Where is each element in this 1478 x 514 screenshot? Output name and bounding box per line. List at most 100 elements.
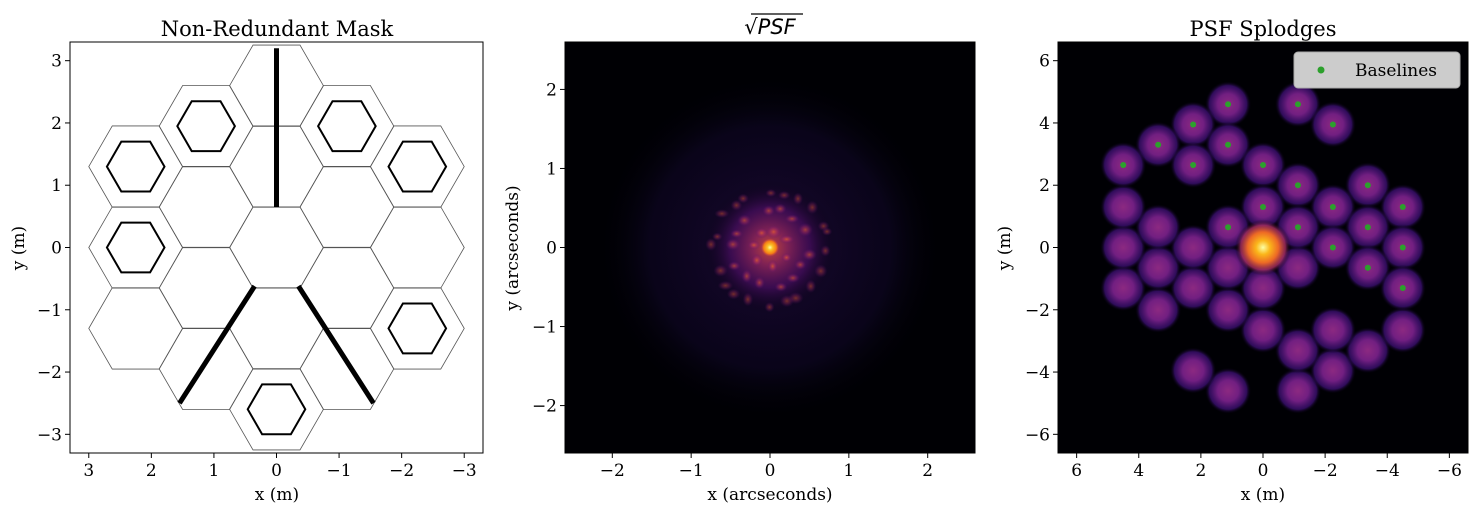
baseline-point [1155, 141, 1162, 148]
baseline-point [1329, 121, 1336, 128]
psf-speckle [727, 261, 741, 271]
mask-hole-hexagon [105, 140, 166, 193]
mask-hole-hexagon [105, 221, 166, 274]
splodge-mirror [1099, 224, 1147, 271]
splodge-x-tick-label: −2 [1313, 461, 1338, 481]
psf-speckle [820, 244, 831, 257]
psf-speckle [792, 192, 803, 205]
legend-marker [1317, 66, 1325, 74]
psf-speckle [802, 248, 817, 261]
splodge-mirror [1204, 286, 1252, 334]
psf-central-peak [761, 238, 779, 257]
psf-speckle [794, 259, 807, 270]
splodge-mirror [1274, 326, 1322, 374]
splodge-x-tick-label: 2 [1195, 461, 1206, 481]
psf-x-tick-label: 2 [922, 461, 933, 481]
baseline-point [1260, 204, 1266, 211]
mask-spider-strut [177, 284, 257, 405]
mask-hole-hexagon [387, 302, 448, 355]
splodge-x-tick-label: 4 [1133, 461, 1144, 481]
psf-speckle [742, 292, 754, 307]
baseline-point [1329, 244, 1336, 251]
psf-y-label: y (arcseconds) [503, 185, 523, 311]
psf-title: √PSF [744, 15, 796, 39]
splodge-mirror [1134, 203, 1182, 251]
mask-spider-strut [296, 284, 376, 405]
baseline-point [1364, 224, 1371, 231]
splodge-mirror [1309, 347, 1357, 394]
splodge-mirror [1239, 264, 1287, 312]
splodge-mirror [1169, 224, 1217, 271]
psf-speckle [778, 234, 795, 244]
psf-speckle [726, 288, 741, 300]
splodge-mirror [1344, 326, 1392, 374]
mask-x-tick-label: −3 [452, 461, 477, 481]
baseline-point [1190, 161, 1197, 168]
mask-x-tick-label: −1 [327, 461, 352, 481]
splodge-mirror [1134, 286, 1182, 334]
mask-y-tick-label: 0 [51, 239, 62, 259]
psf-speckle [773, 203, 787, 215]
mask-panel: Non-Redundant Mask 3 2 1 0 −1 −2 −3 −3−2−10123… [9, 17, 484, 505]
psf-speckle [737, 214, 752, 227]
splodge-mirror [1274, 367, 1322, 415]
splodge-y-tick-label: −6 [1025, 425, 1050, 445]
splodge-y-tick-label: 2 [1039, 176, 1050, 196]
psf-title-radical: √ [744, 15, 758, 39]
psf-speckle [750, 253, 763, 267]
psf-speckle [714, 209, 730, 219]
splodge-panel: PSF Splodges 6 4 2 0 −2 −4 −6 −6 −4 −2 0 2 4 6 x (m)… [995, 17, 1469, 505]
psf-y-tick-label: 2 [546, 80, 557, 100]
mask-y-tick-label: 2 [51, 114, 62, 134]
baseline-point [1225, 224, 1232, 231]
splodge-mirror [1099, 183, 1147, 231]
mask-y-label: y (m) [9, 226, 29, 271]
mask-y-tick-label: 3 [51, 52, 62, 72]
psf-y-ticks: −2 −1 0 1 2 [532, 80, 565, 417]
baseline-point [1294, 224, 1301, 231]
splodge-y-ticks: −6 −4 −2 0 2 4 6 [1025, 52, 1058, 445]
psf-speckle [788, 292, 804, 305]
splodge-mirror [1239, 306, 1287, 354]
psf-speckle [797, 222, 813, 237]
mask-segment-hexagon [369, 287, 465, 370]
splodge-x-tick-label: 0 [1258, 461, 1269, 481]
splodge-y-tick-label: 0 [1039, 239, 1050, 259]
mask-x-tick-label: 3 [83, 461, 94, 481]
psf-speckle [713, 264, 728, 277]
mask-x-tick-label: −2 [389, 461, 414, 481]
baseline-point [1399, 244, 1406, 251]
baseline-point [1120, 161, 1127, 168]
baseline-point [1294, 182, 1301, 189]
psf-speckle [730, 229, 743, 238]
psf-image [596, 74, 944, 421]
psf-speckle [747, 240, 761, 250]
mask-y-tick-label: 1 [51, 176, 62, 196]
psf-y-tick-label: 1 [546, 159, 557, 179]
mask-y-tick-label: −1 [37, 301, 62, 321]
psf-speckle [821, 227, 833, 236]
splodge-mirror [1379, 306, 1427, 354]
psf-speckle [705, 237, 717, 251]
splodge-mirror [1134, 244, 1182, 292]
psf-speckle [717, 280, 734, 291]
mask-hole-hexagon [387, 140, 448, 193]
mask-hole-hexagon [246, 383, 307, 436]
splodge-x-label: x (m) [1241, 485, 1285, 505]
splodge-mirror [1309, 306, 1357, 354]
psf-speckle [754, 227, 769, 239]
splodge-x-tick-label: 6 [1071, 461, 1082, 481]
mask-x-tick-label: 0 [271, 461, 282, 481]
mask-y-ticks: −3 −2 −1 0 1 2 3 [37, 52, 70, 445]
baseline-point [1225, 101, 1232, 108]
psf-speckle [725, 238, 741, 251]
psf-speckle [737, 193, 749, 204]
mask-x-ticks: 3 2 1 0 −1 −2 −3 [83, 453, 477, 481]
splodge-central-peak [1235, 219, 1291, 276]
mask-title: Non-Redundant Mask [161, 17, 394, 41]
mask-segment-hexagon [369, 125, 465, 208]
splodge-image [1099, 80, 1427, 415]
legend[interactable]: Baselines [1293, 51, 1461, 89]
psf-speckle [741, 269, 753, 283]
